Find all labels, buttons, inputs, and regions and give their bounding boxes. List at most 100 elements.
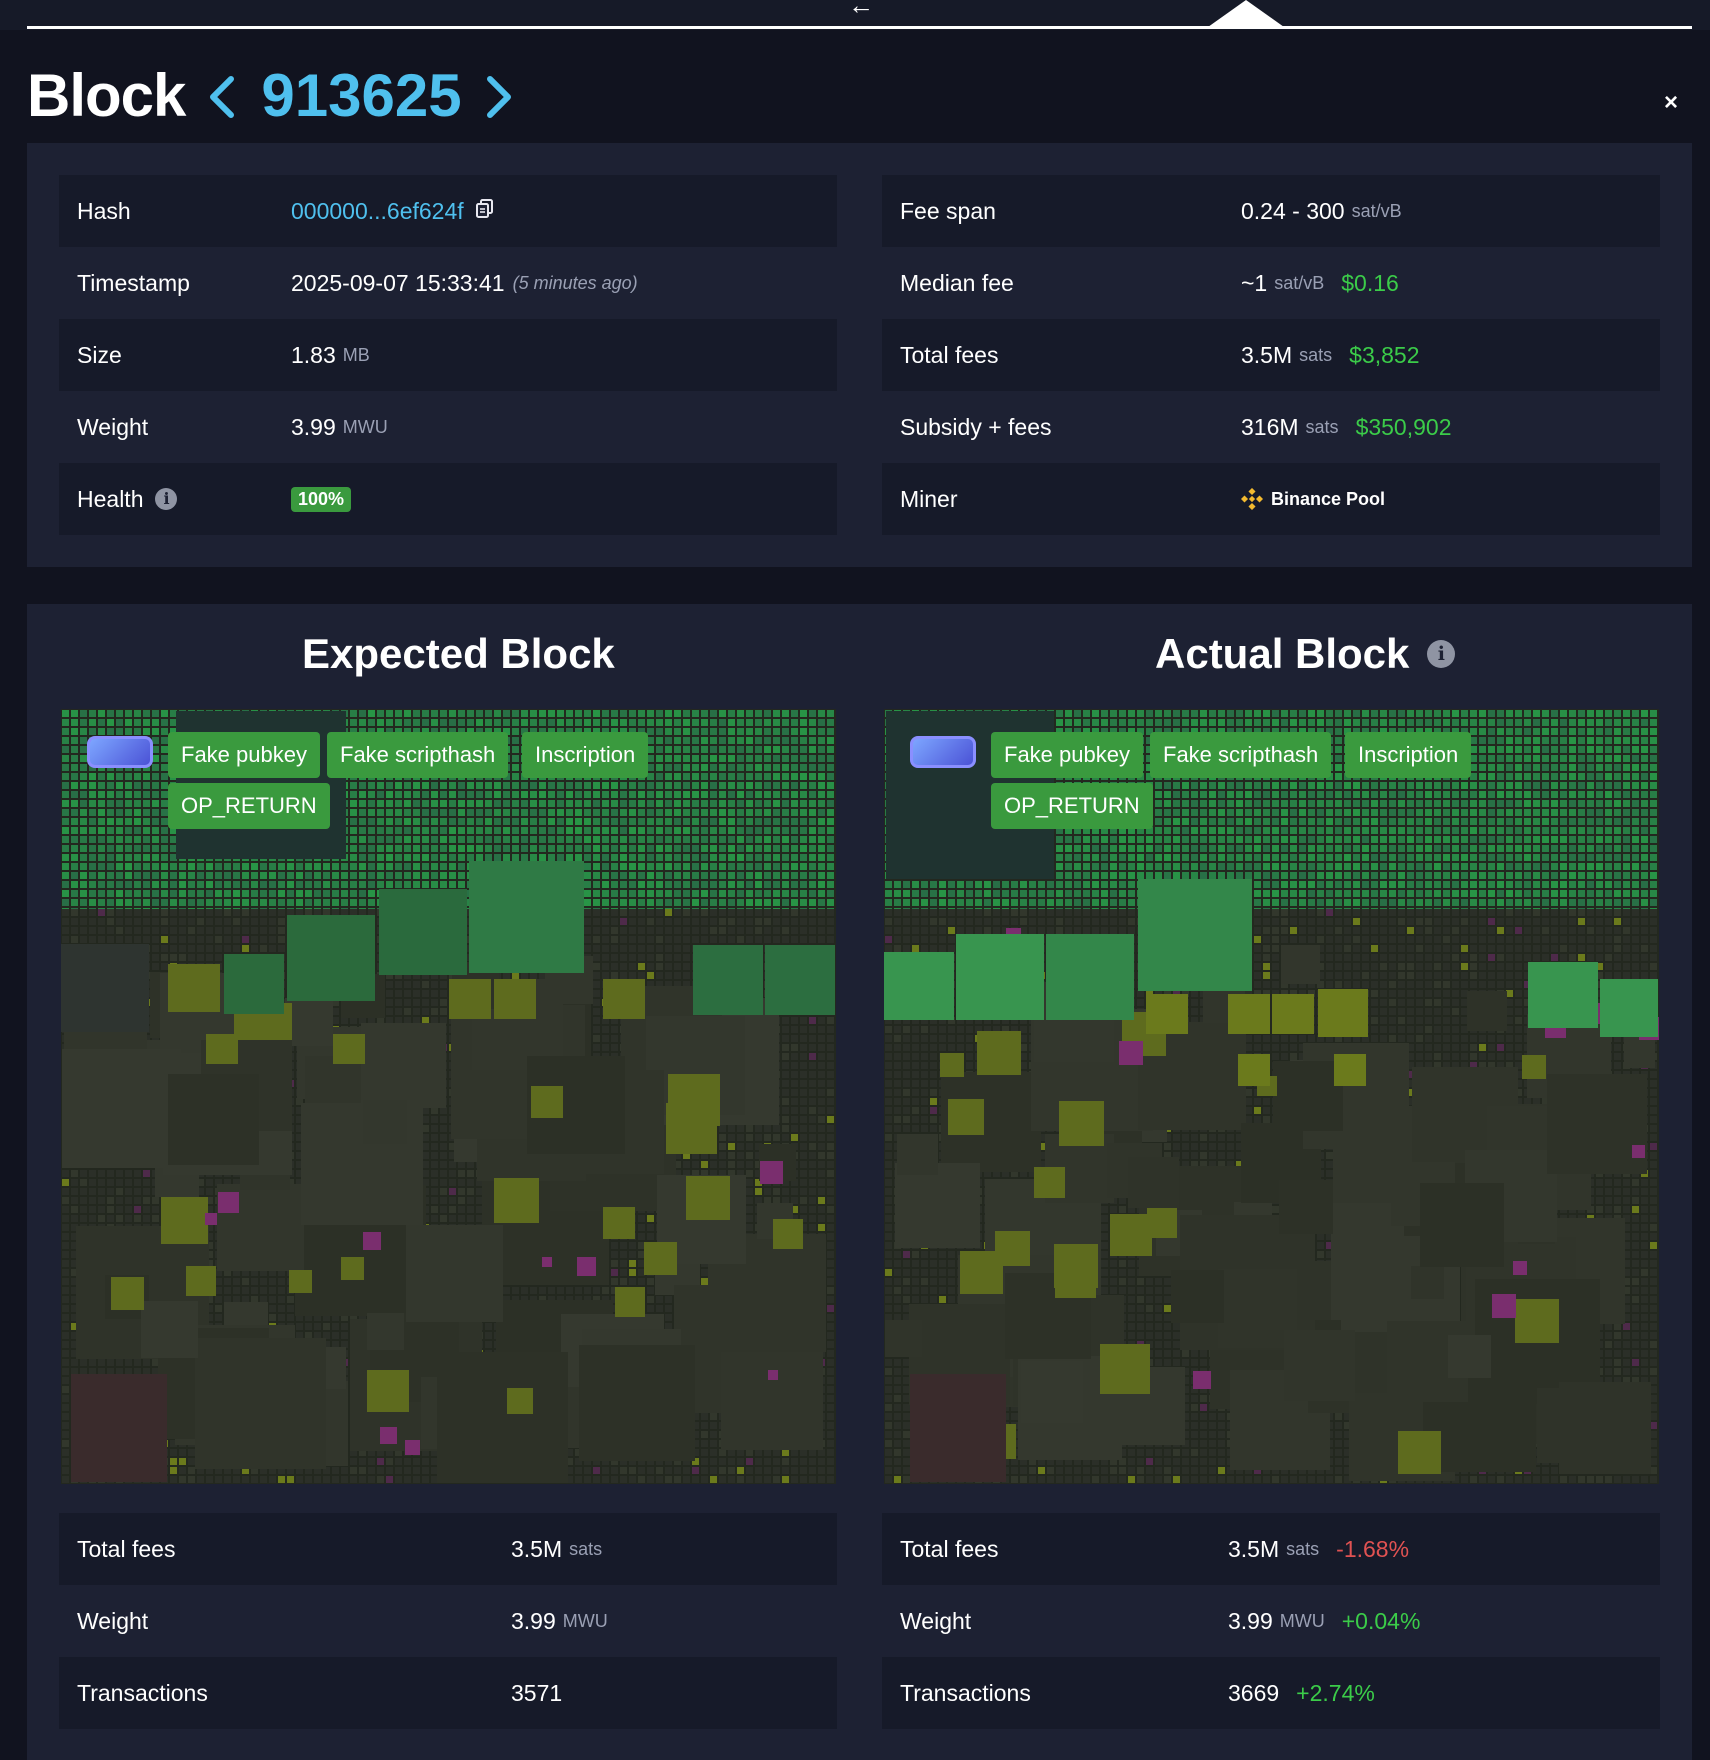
actual-row-weight: Weight 3.99 MWU +0.04%: [882, 1585, 1660, 1657]
expected-stats-table: Total fees 3.5M sats Weight 3.99 MWU Tra…: [59, 1513, 837, 1729]
detail-label: Health: [77, 485, 144, 512]
actual-row-total-fees: Total fees 3.5M sats -1.68%: [882, 1513, 1660, 1585]
miner-link[interactable]: Binance Pool: [1241, 488, 1385, 510]
filter-tag-inscription[interactable]: Inscription: [522, 732, 649, 778]
detail-row-health: Health i 100%: [59, 463, 837, 535]
detail-label: Total fees: [900, 341, 999, 368]
expected-row-transactions: Transactions 3571: [59, 1657, 837, 1729]
detail-row-subsidy-fees: Subsidy + fees 316M sats $350,902: [882, 391, 1660, 463]
miner-name: Binance Pool: [1271, 488, 1386, 509]
back-arrow-icon[interactable]: ←: [848, 0, 874, 20]
block-navigation: 913625: [203, 61, 519, 130]
median-fee-usd: $0.16: [1341, 269, 1399, 296]
page-title: Block: [27, 61, 186, 129]
detail-row-weight: Weight 3.99 MWU: [59, 391, 837, 463]
detail-label: Timestamp: [77, 269, 190, 296]
weight-value: 3.99: [291, 413, 336, 440]
actual-treemap: [884, 709, 1659, 1484]
fee-span-value: 0.24 - 300: [1241, 197, 1345, 224]
block-hash-link[interactable]: 000000...6ef624f: [291, 197, 464, 224]
actual-stats-table: Total fees 3.5M sats -1.68% Weight 3.99 …: [882, 1513, 1660, 1729]
detail-label: Fee span: [900, 197, 996, 224]
block-number: 913625: [261, 61, 462, 129]
detail-row-miner: Miner Binance Pool: [882, 463, 1660, 535]
detail-label: Subsidy + fees: [900, 413, 1052, 440]
copy-icon[interactable]: [475, 198, 494, 225]
filter-tag-op-return[interactable]: OP_RETURN: [991, 783, 1153, 829]
info-icon[interactable]: i: [1427, 640, 1456, 668]
timestamp-relative: (5 minutes ago): [512, 272, 638, 293]
size-value: 1.83: [291, 341, 336, 368]
top-divider: [27, 26, 1692, 29]
stat-delta-negative: -1.68%: [1336, 1535, 1410, 1562]
stat-delta-positive: +0.04%: [1341, 1607, 1421, 1634]
filter-tag-fake-scripthash[interactable]: Fake scripthash: [1150, 732, 1332, 778]
health-badge: 100%: [291, 486, 352, 512]
details-table-right: Fee span 0.24 - 300 sat/vB Median fee ~1…: [882, 175, 1660, 535]
expected-row-weight: Weight 3.99 MWU: [59, 1585, 837, 1657]
filter-tag-fake-scripthash[interactable]: Fake scripthash: [327, 732, 509, 778]
info-icon[interactable]: i: [155, 488, 178, 510]
next-block-icon[interactable]: [480, 65, 520, 125]
goggles-icon[interactable]: [910, 736, 976, 768]
detail-label: Median fee: [900, 269, 1014, 296]
stat-delta-positive: +2.74%: [1296, 1679, 1375, 1706]
total-fees-value: 3.5M: [1241, 341, 1293, 368]
stat-value: 3.5M: [1228, 1535, 1280, 1562]
stat-unit: sats: [1286, 1538, 1320, 1559]
pointer-triangle-icon: [1208, 0, 1284, 27]
stat-value: 3.5M: [511, 1535, 563, 1562]
stat-value: 3571: [511, 1679, 563, 1706]
previous-block-icon[interactable]: [203, 65, 243, 125]
binance-icon: [1241, 488, 1263, 510]
actual-block-heading: Actual Block: [1155, 630, 1410, 677]
expected-row-total-fees: Total fees 3.5M sats: [59, 1513, 837, 1585]
detail-row-total-fees: Total fees 3.5M sats $3,852: [882, 319, 1660, 391]
expected-treemap: [61, 709, 836, 1484]
detail-label: Size: [77, 341, 122, 368]
stat-label: Weight: [900, 1607, 972, 1634]
filter-tag-op-return[interactable]: OP_RETURN: [168, 783, 330, 829]
stat-label: Transactions: [77, 1679, 208, 1706]
detail-row-fee-span: Fee span 0.24 - 300 sat/vB: [882, 175, 1660, 247]
detail-row-timestamp: Timestamp 2025-09-07 15:33:41 (5 minutes…: [59, 247, 837, 319]
fee-span-unit: sat/vB: [1351, 200, 1402, 221]
expected-block-heading: Expected Block: [302, 630, 615, 677]
details-table-left: Hash 000000...6ef624f Timestamp 2025-09-…: [59, 175, 837, 535]
goggles-icon[interactable]: [87, 736, 153, 768]
expected-block-visualization[interactable]: Fake pubkey Fake scripthash Inscription …: [61, 709, 836, 1484]
stat-value: 3669: [1228, 1679, 1280, 1706]
subsidy-fees-usd: $350,902: [1355, 413, 1452, 440]
stat-label: Total fees: [77, 1535, 176, 1562]
subsidy-fees-value: 316M: [1241, 413, 1299, 440]
filter-tag-fake-pubkey[interactable]: Fake pubkey: [168, 732, 320, 778]
detail-label: Hash: [77, 197, 131, 224]
stat-unit: MWU: [562, 1610, 608, 1631]
block-header: Block 913625: [27, 55, 520, 135]
filter-tag-inscription[interactable]: Inscription: [1345, 732, 1472, 778]
timestamp-value: 2025-09-07 15:33:41: [291, 269, 505, 296]
detail-label: Weight: [77, 413, 149, 440]
expected-block-title: Expected Block: [302, 630, 615, 678]
total-fees-usd: $3,852: [1349, 341, 1420, 368]
size-unit: MB: [342, 344, 370, 365]
close-button[interactable]: ×: [1663, 89, 1678, 116]
detail-row-hash: Hash 000000...6ef624f: [59, 175, 837, 247]
total-fees-unit: sats: [1299, 344, 1333, 365]
stat-value: 3.99: [1228, 1607, 1273, 1634]
stat-label: Weight: [77, 1607, 149, 1634]
stat-value: 3.99: [511, 1607, 556, 1634]
stat-label: Total fees: [900, 1535, 999, 1562]
filter-tag-fake-pubkey[interactable]: Fake pubkey: [991, 732, 1143, 778]
detail-label: Miner: [900, 485, 958, 512]
actual-row-transactions: Transactions 3669 +2.74%: [882, 1657, 1660, 1729]
actual-block-title: Actual Block i: [1155, 630, 1456, 678]
median-fee-unit: sat/vB: [1274, 272, 1325, 293]
detail-row-median-fee: Median fee ~1 sat/vB $0.16: [882, 247, 1660, 319]
median-fee-value: ~1: [1241, 269, 1268, 296]
subsidy-fees-unit: sats: [1305, 416, 1339, 437]
stat-unit: sats: [569, 1538, 603, 1559]
actual-block-visualization[interactable]: Fake pubkey Fake scripthash Inscription …: [884, 709, 1659, 1484]
weight-unit: MWU: [342, 416, 388, 437]
detail-row-size: Size 1.83 MB: [59, 319, 837, 391]
